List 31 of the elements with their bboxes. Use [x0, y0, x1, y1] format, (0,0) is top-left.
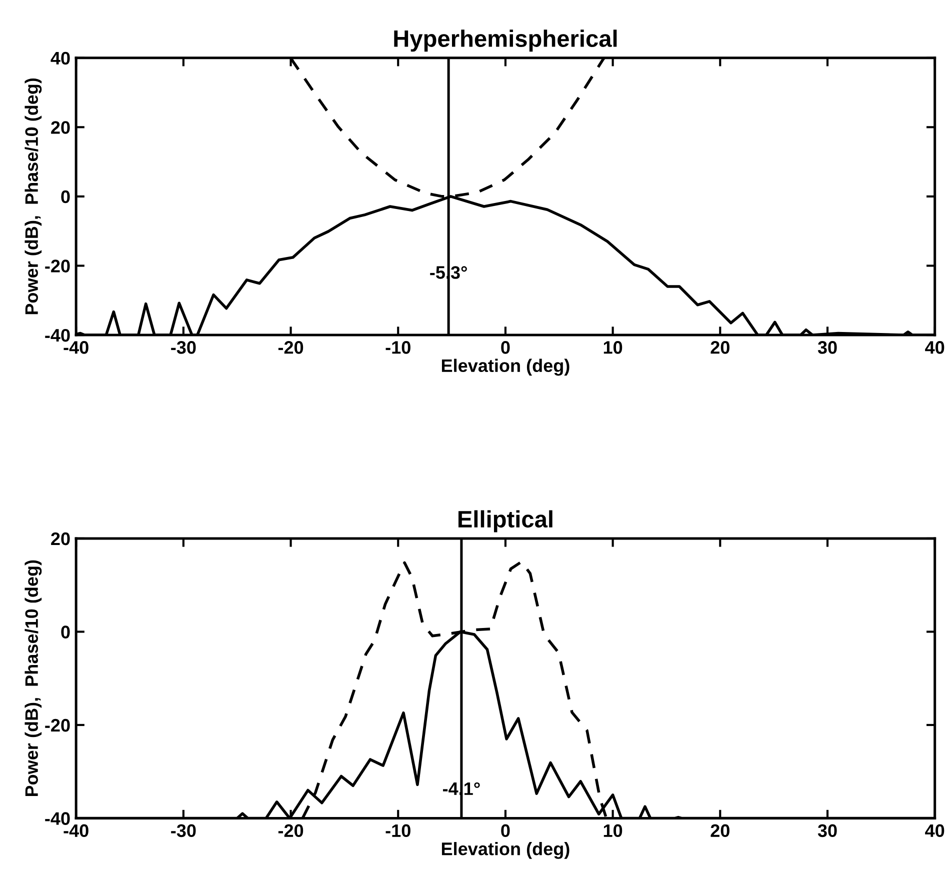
y-tick-label: -20 [45, 260, 70, 272]
x-tick-label: -20 [278, 824, 304, 838]
x-tick-label: 0 [501, 824, 510, 838]
x-tick-label: 20 [710, 341, 730, 354]
x-tick-label: -10 [386, 341, 410, 354]
x-tick-label: 10 [604, 341, 622, 354]
x-tick-label: 20 [710, 824, 730, 838]
chart-title: Elliptical [458, 510, 552, 532]
y-tick-label: -40 [45, 812, 70, 825]
y-tick-label: -20 [45, 718, 70, 732]
x-tick-label: -30 [171, 824, 196, 838]
x-axis-title: Elevation (deg) [442, 842, 570, 859]
y-tick-label: 40 [50, 52, 70, 65]
y-tick-label: -40 [45, 328, 70, 342]
x-tick-label: 10 [604, 824, 622, 838]
x-tick-label: 40 [925, 341, 944, 354]
y-tick-label: 0 [61, 190, 70, 204]
x-tick-label: -30 [171, 341, 196, 354]
chart-title: Hyperhemispherical [394, 30, 617, 52]
y-tick-label: 0 [61, 626, 70, 638]
y-tick-label: 20 [51, 121, 70, 134]
y-tick-label: 20 [51, 532, 70, 546]
x-tick-label: -20 [278, 341, 304, 354]
y-axis-title: Power (dB), Phase/10 (deg) [24, 78, 42, 314]
x-tick-label: 30 [818, 341, 837, 354]
y-axis-title: Power (dB), Phase/10 (deg) [24, 560, 42, 796]
x-tick-label: 0 [501, 341, 510, 354]
x-axis-title: Elevation (deg) [442, 358, 570, 376]
x-tick-label: 40 [925, 824, 944, 838]
x-tick-label: 30 [818, 824, 837, 838]
x-tick-label: -10 [386, 824, 410, 838]
